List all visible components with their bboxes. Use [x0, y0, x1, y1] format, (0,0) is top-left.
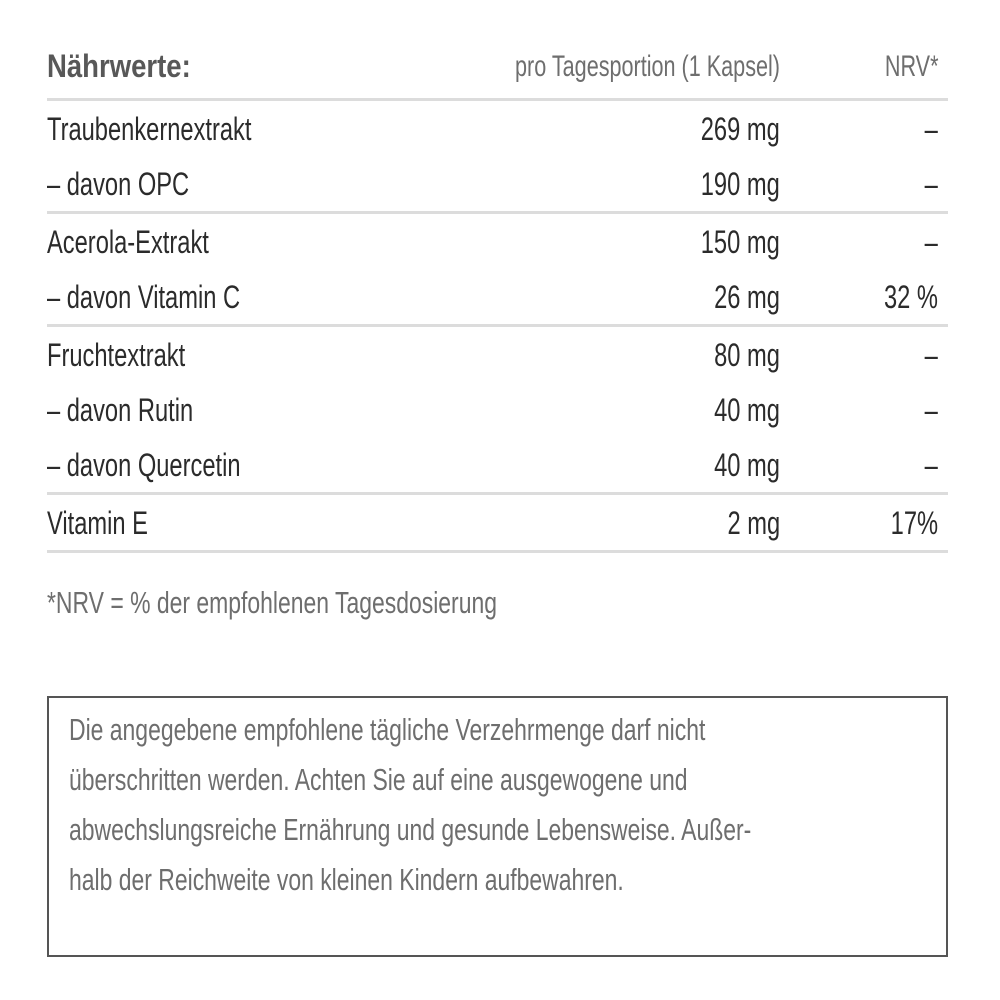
nutrient-name: – davon Quercetin — [47, 447, 241, 483]
nutrient-name: – davon Rutin — [47, 392, 194, 428]
notice-line: halb der Reichweite von kleinen Kindern … — [69, 862, 931, 902]
notice-line-text: Die angegebene empfohlene tägliche Verze… — [69, 712, 706, 747]
nutrient-nrv: – — [924, 392, 938, 428]
nutrient-name: Fruchtextrakt — [47, 337, 186, 373]
nutrient-name: – davon Vitamin C — [47, 279, 241, 315]
nutrient-amount: 40 mg — [714, 447, 780, 483]
column-header-per-serving: pro Tagesportion (1 Kapsel) — [515, 50, 780, 83]
table-row: Traubenkernextrakt 269 mg – — [47, 101, 948, 156]
row-group-acerola: Acerola-Extrakt 150 mg – – davon Vitamin… — [47, 214, 948, 327]
table-row: Fruchtextrakt 80 mg – — [47, 327, 948, 382]
nutrient-amount: 190 mg — [701, 166, 780, 202]
table-row: – davon Rutin 40 mg – — [47, 382, 948, 437]
notice-line: abwechslungsreiche Ernährung und gesunde… — [69, 812, 931, 852]
nutrient-nrv: – — [924, 447, 938, 483]
nutrient-nrv: – — [924, 337, 938, 373]
nutrient-amount: 2 mg — [727, 505, 780, 541]
nutrient-nrv: – — [924, 224, 938, 260]
nutrition-table: Nährwerte: pro Tagesportion (1 Kapsel) N… — [47, 40, 948, 553]
table-row: – davon Vitamin C 26 mg 32 % — [47, 269, 948, 324]
nrv-footnote: *NRV = % der empfohlenen Tagesdosierung — [47, 585, 497, 620]
column-header-nrv: NRV* — [884, 50, 938, 83]
notice-line-text: halb der Reichweite von kleinen Kindern … — [69, 862, 624, 897]
nutrient-name: Acerola-Extrakt — [47, 224, 209, 260]
table-row: Acerola-Extrakt 150 mg – — [47, 214, 948, 269]
nutrient-amount: 80 mg — [714, 337, 780, 373]
table-title: Nährwerte: — [47, 48, 191, 84]
notice-line-text: überschritten werden. Achten Sie auf ein… — [69, 762, 688, 797]
nutrient-nrv: 17% — [890, 505, 938, 541]
nutrient-amount: 26 mg — [714, 279, 780, 315]
nutrient-name: – davon OPC — [47, 166, 190, 202]
table-header: Nährwerte: pro Tagesportion (1 Kapsel) N… — [47, 40, 948, 101]
notice-line: überschritten werden. Achten Sie auf ein… — [69, 762, 931, 802]
nutrient-amount: 269 mg — [701, 111, 780, 147]
nutrient-name: Vitamin E — [47, 505, 148, 541]
nutrient-amount: 40 mg — [714, 392, 780, 428]
table-row: – davon Quercetin 40 mg – — [47, 437, 948, 492]
row-group-grape-seed: Traubenkernextrakt 269 mg – – davon OPC … — [47, 101, 948, 214]
nutrient-nrv: – — [924, 166, 938, 202]
nutrient-amount: 150 mg — [701, 224, 780, 260]
row-group-vitamin-e: Vitamin E 2 mg 17% — [47, 495, 948, 553]
nutrient-nrv: – — [924, 111, 938, 147]
notice-line: Die angegebene empfohlene tägliche Verze… — [69, 712, 931, 752]
nutrient-nrv: 32 % — [884, 279, 938, 315]
notice-line-text: abwechslungsreiche Ernährung und gesunde… — [69, 812, 752, 847]
table-row: – davon OPC 190 mg – — [47, 156, 948, 211]
row-group-fruit-extract: Fruchtextrakt 80 mg – – davon Rutin 40 m… — [47, 327, 948, 495]
table-row: Vitamin E 2 mg 17% — [47, 495, 948, 550]
notice-box: Die angegebene empfohlene tägliche Verze… — [47, 696, 948, 957]
nutrient-name: Traubenkernextrakt — [47, 111, 252, 147]
